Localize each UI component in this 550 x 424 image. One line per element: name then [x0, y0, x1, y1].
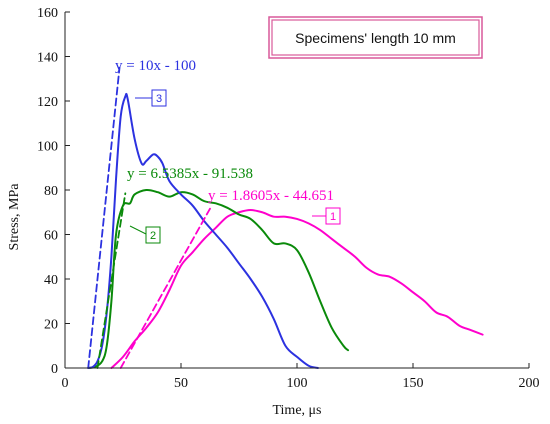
series-line-2: [87, 188, 350, 369]
series-tag-2: 2: [129, 225, 161, 244]
y-tick-label: 20: [44, 318, 58, 333]
axes: [64, 11, 530, 369]
equation-labels: y = 10x - 100 y = 6.5385x - 91.538 y = 1…: [115, 58, 334, 204]
x-tick-label: 100: [287, 376, 308, 391]
y-tick-label: 80: [44, 184, 58, 199]
series-tags: 1 2 3: [129, 89, 341, 244]
series-tag-3: 3: [135, 89, 167, 107]
trend-line-4: [96, 192, 127, 369]
tick-labels: 0 50 100 150 200 0 20 40 60 80 100 120 140 160: [37, 6, 540, 391]
trend-line-3: [87, 66, 121, 369]
series-line-1: [110, 209, 484, 369]
svg-text:3: 3: [156, 93, 162, 105]
y-tick-label: 0: [51, 362, 58, 377]
svg-text:2: 2: [150, 230, 156, 242]
annotation-text: Specimens' length 10 mm: [295, 30, 456, 46]
x-tick-label: 150: [403, 376, 424, 391]
equation-label-blue: y = 10x - 100: [115, 58, 196, 74]
trend-line-5: [119, 207, 211, 369]
annotation-box: Specimens' length 10 mm: [268, 16, 483, 59]
y-axis-label: Stress, MPa: [7, 183, 22, 251]
data-curves: [87, 66, 484, 369]
y-tick-label: 100: [37, 140, 58, 155]
y-tick-label: 40: [44, 273, 58, 288]
equation-label-green: y = 6.5385x - 91.538: [127, 166, 253, 182]
y-tick-label: 60: [44, 229, 58, 244]
series-tag-1: 1: [312, 207, 341, 225]
x-tick-label: 200: [519, 376, 540, 391]
y-tick-label: 140: [37, 51, 58, 66]
y-tick-label: 120: [37, 95, 58, 110]
equation-label-magenta: y = 1.8605x - 44.651: [208, 188, 334, 204]
svg-text:1: 1: [330, 211, 336, 223]
y-tick-label: 160: [37, 6, 58, 21]
x-tick-label: 50: [174, 376, 188, 391]
series-line-3: [87, 92, 319, 369]
x-axis-label: Time, μs: [272, 403, 321, 418]
x-tick-label: 0: [62, 376, 69, 391]
